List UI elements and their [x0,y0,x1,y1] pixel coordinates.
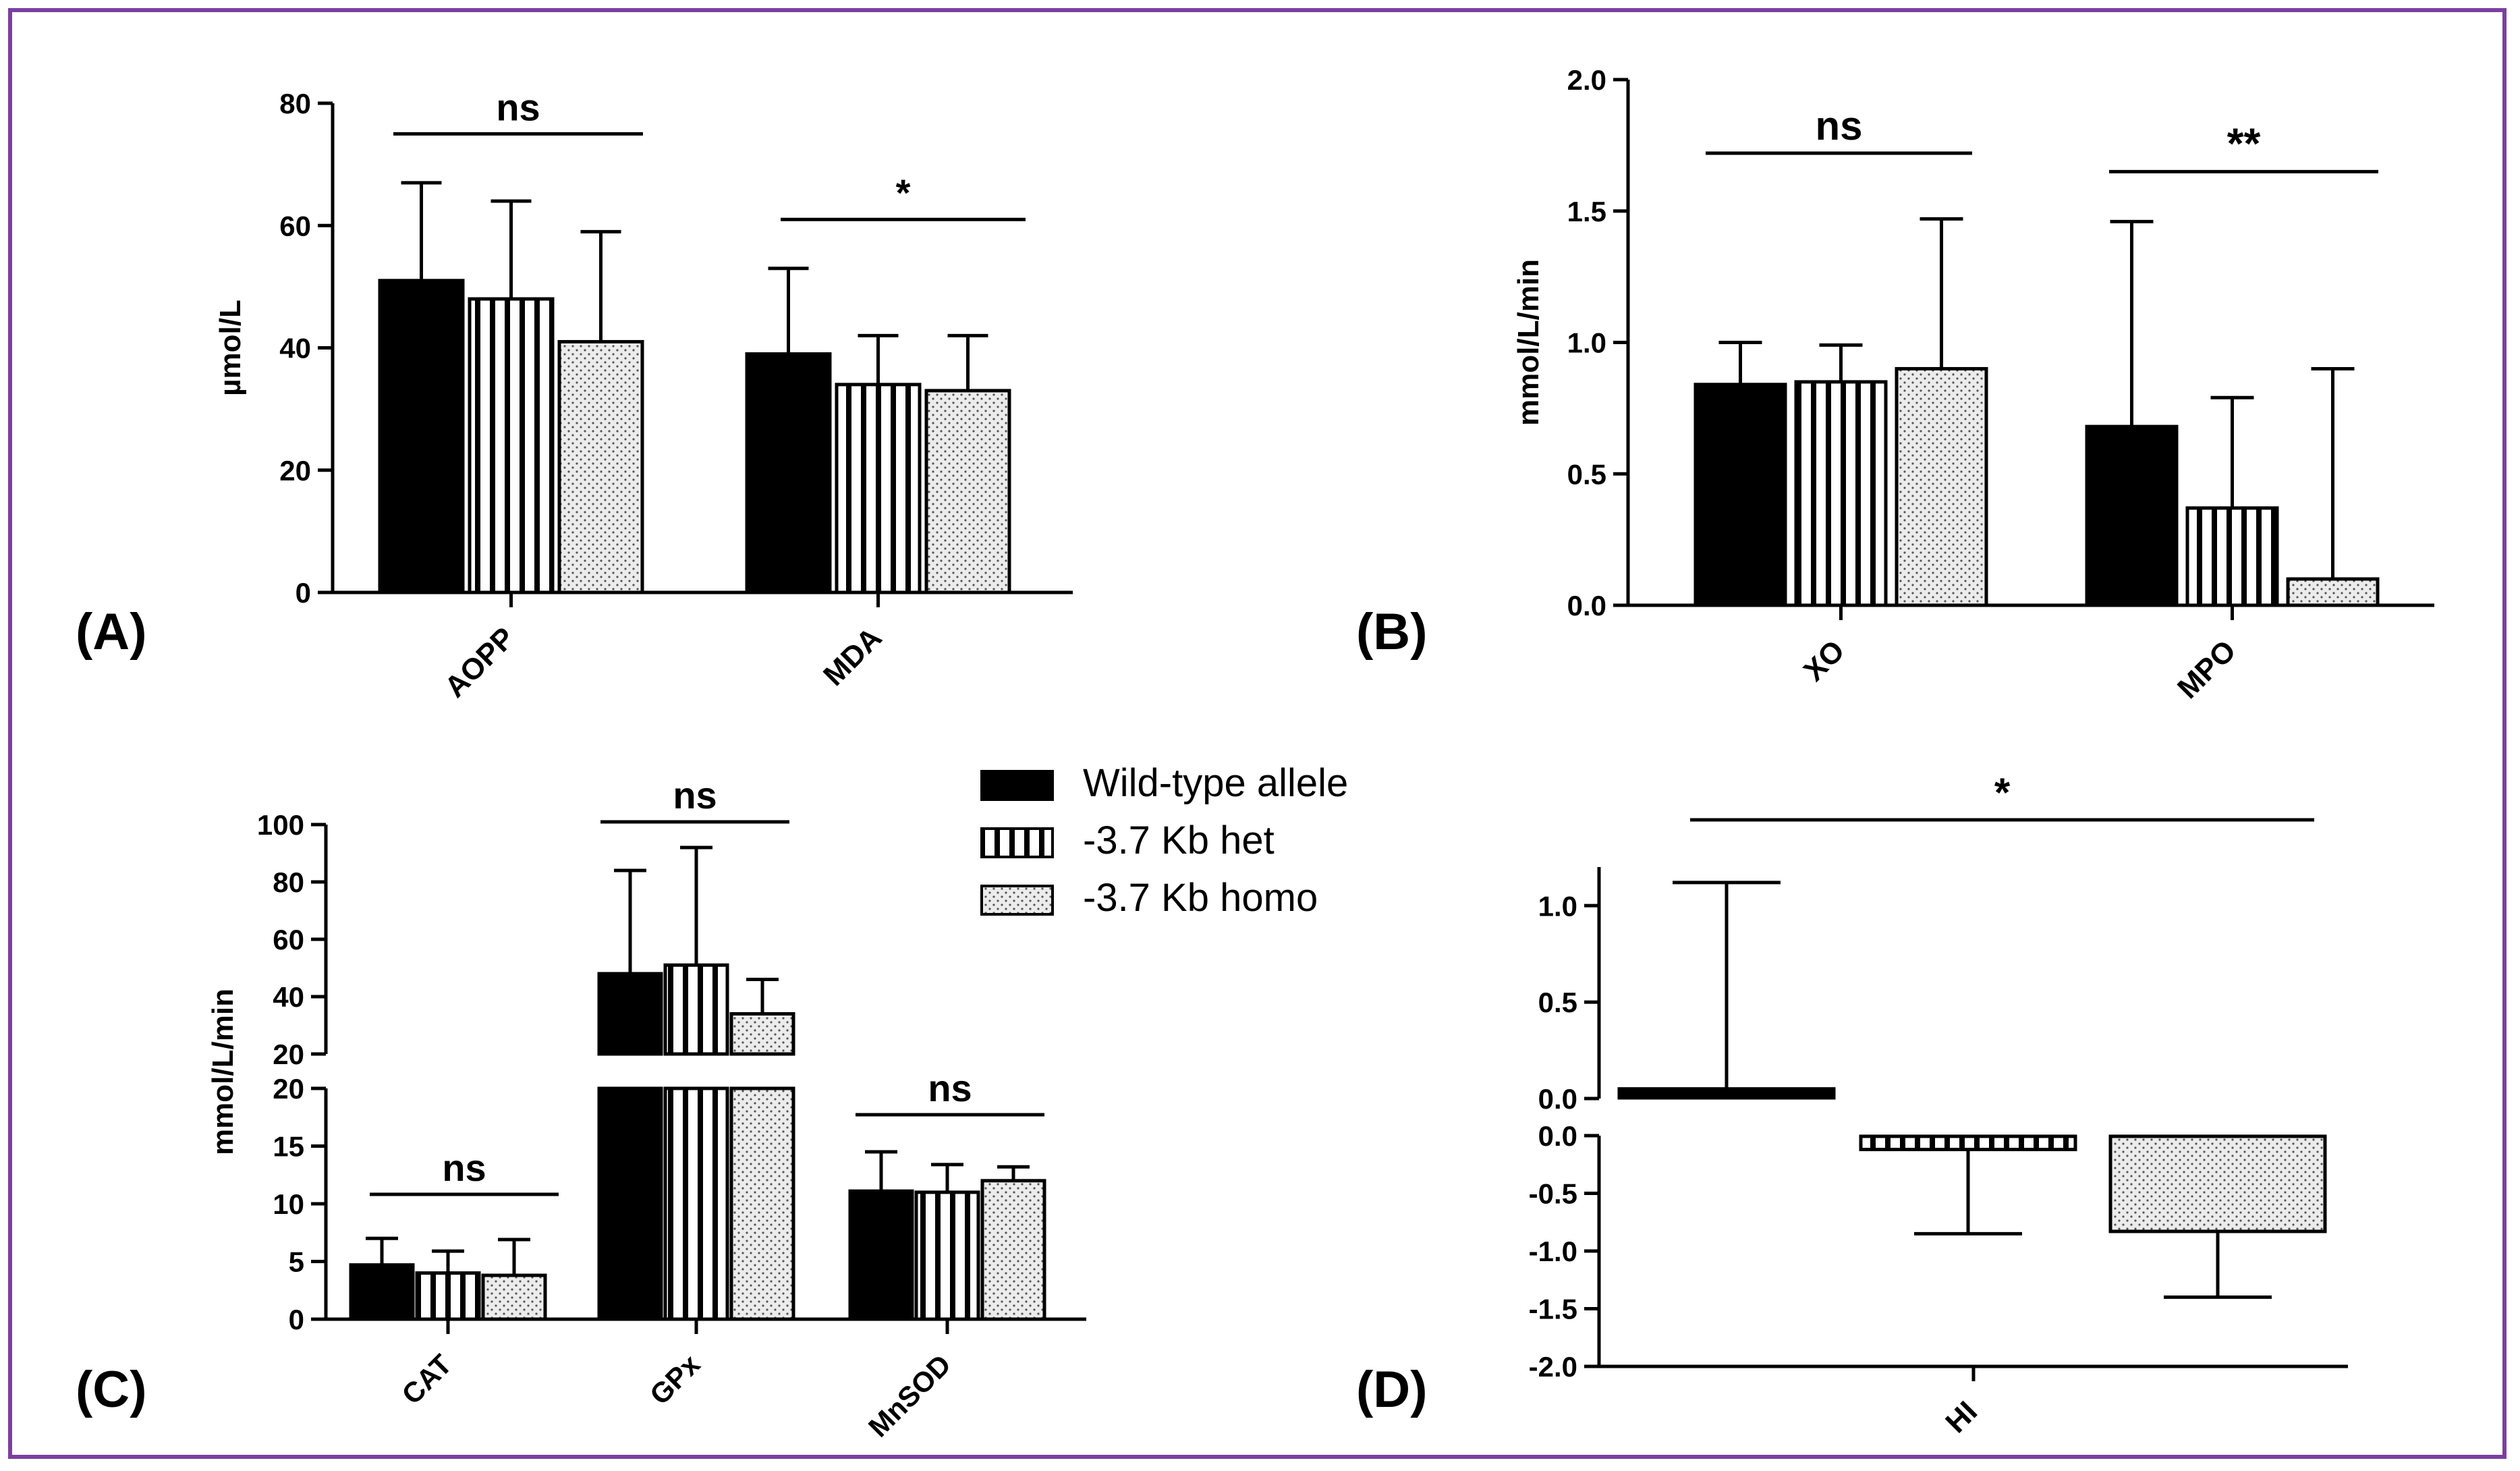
significance-label: ns [496,86,540,128]
y-tick-label: 40 [279,333,311,364]
bar-wild [2085,424,2179,607]
bar-het [468,297,555,594]
bar-wild [1693,383,1787,607]
significance-label: ns [1815,103,1862,148]
bar-homo [2286,577,2380,607]
y-tick-label: 1.0 [1567,327,1606,359]
x-tick-label: GPx [644,1348,706,1411]
y-tick-label: 15 [273,1131,304,1163]
significance-label: ns [442,1146,486,1189]
panel-label-a: (A) [76,603,147,661]
bar-het [1859,1134,2077,1152]
y-axis-label: mmol/L/min [206,989,240,1155]
bar-het [2185,506,2279,607]
y-tick-label: 20 [279,455,311,487]
y-tick-label: 60 [273,924,304,955]
x-tick-label: HI [1939,1395,1984,1439]
bar-wild [349,1263,415,1321]
chart-panel-b: 0.0 0.5 1.0 1.5 2.0 mmol/L/min XO MPO ns ** [1512,64,2434,705]
y-tick-label: 0.0 [1567,590,1606,621]
y-tick-label: 0.5 [1538,987,1577,1018]
bar-wild [848,1189,914,1321]
bar-wild [597,972,663,1056]
bar-homo [924,389,1011,594]
bar-homo [481,1273,547,1321]
bar-homo [729,1086,795,1321]
y-tick-label: -0.5 [1529,1178,1577,1210]
y-tick-label: 60 [279,210,311,242]
y-axis-label: µmol/L [214,300,247,396]
panel-label-d: (D) [1356,1361,1428,1418]
y-axis-label: mmol/L/min [1512,259,1545,426]
y-tick-label: -2.0 [1529,1351,1577,1383]
legend: Wild-type allele -3.7 Kb het -3.7 Kb hom… [980,761,1348,920]
panel-label-c: (C) [76,1361,147,1418]
bar-het [1794,380,1888,607]
y-tick-label: 2.0 [1567,64,1606,96]
y-tick-label: 1.0 [1538,890,1577,922]
legend-label-het: -3.7 Kb het [1083,818,1275,862]
y-tick-label: 100 [257,809,304,841]
significance-label: * [896,171,911,214]
legend-swatch-het [980,827,1054,858]
bar-homo [2108,1134,2327,1233]
bar-homo [1895,366,1988,607]
y-tick-label: 20 [273,1038,304,1070]
x-tick-label: XO [1797,634,1851,688]
legend-label-homo: -3.7 Kb homo [1083,876,1318,920]
significance-label: ns [928,1067,972,1109]
bar-homo [980,1179,1046,1321]
x-tick-label: CAT [395,1348,457,1410]
chart-panel-a: 0 20 40 60 80 µmol/L AOPP MDA ns * [214,86,1073,704]
bar-wild [745,352,832,594]
y-tick-label: 0 [289,1304,304,1335]
bar-het [415,1271,481,1321]
significance-label: ns [673,774,717,816]
y-tick-label: -1.5 [1529,1294,1577,1325]
legend-label-wild: Wild-type allele [1083,761,1348,805]
y-tick-label: 10 [273,1188,304,1220]
bar-het [835,383,922,594]
bar-wild [1617,1087,1836,1100]
x-tick-label: MDA [817,621,889,692]
y-tick-label: 5 [289,1246,304,1278]
bar-homo [557,339,644,594]
chart-panel-d: 0.0 0.5 1.0 0.0 -0.5 -1.0 -1.5 -2.0 HI * [1529,770,2348,1439]
y-tick-label: 80 [279,88,311,119]
bar-het [663,963,729,1056]
y-tick-label: 0 [296,577,311,609]
y-tick-label: 0.0 [1538,1083,1577,1115]
y-tick-label: 0.5 [1567,458,1606,490]
y-tick-label: -1.0 [1529,1236,1577,1267]
significance-label: ** [2227,119,2261,167]
bar-wild [378,279,465,594]
significance-label: * [1994,770,2011,815]
figure-frame [8,8,2507,1459]
bar-het [914,1190,980,1321]
y-tick-label: 0.0 [1538,1120,1577,1152]
y-tick-label: 80 [273,866,304,898]
legend-swatch-homo [980,885,1054,916]
y-tick-label: 40 [273,981,304,1013]
bar-homo [729,1012,795,1056]
panel-label-b: (B) [1356,603,1428,661]
x-tick-label: MPO [2171,634,2243,705]
x-tick-label: MnSOD [862,1348,957,1443]
legend-swatch-wild [980,770,1054,801]
y-tick-label: 20 [273,1073,304,1105]
x-tick-label: AOPP [439,621,522,704]
bar-het [663,1086,729,1321]
y-tick-label: 1.5 [1567,196,1606,227]
bar-wild [597,1086,663,1321]
